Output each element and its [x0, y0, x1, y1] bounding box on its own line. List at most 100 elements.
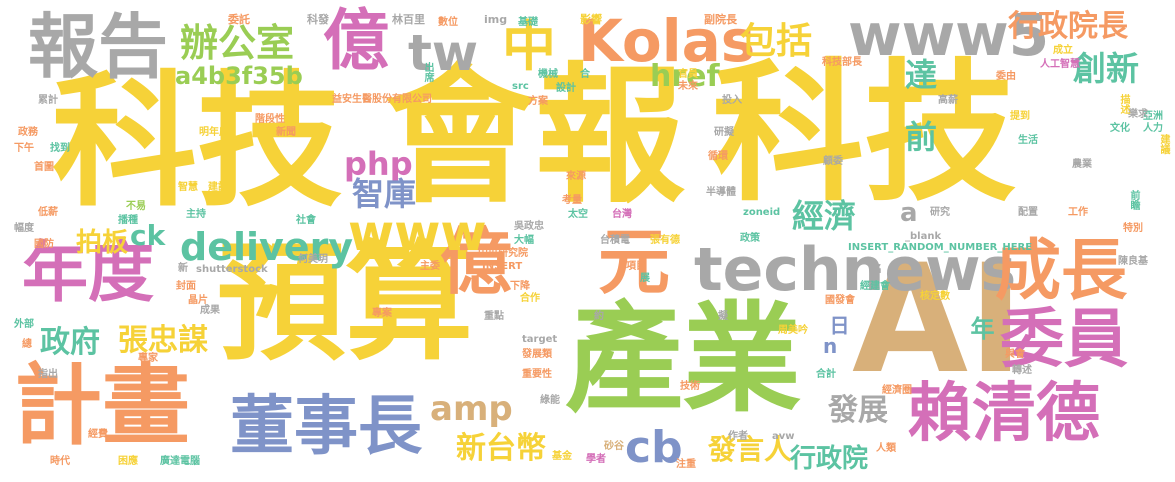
word-dongshizhang: 董事長	[230, 390, 422, 464]
word-zhuanan: 專案	[372, 308, 392, 319]
word-jingfei: 經費	[88, 429, 108, 440]
word-a: a	[900, 198, 918, 228]
word-target: target	[522, 334, 558, 345]
word-shoutu: 首圖	[34, 162, 54, 173]
word-laiyuan: 來源	[566, 171, 586, 182]
word-yanni: 研擬	[714, 127, 734, 138]
word-gaoxin: 高薪	[938, 95, 958, 106]
word-lvneng: 綠能	[540, 395, 560, 406]
word-gongzuo: 工作	[1068, 207, 1088, 218]
word-ming: 名	[872, 264, 882, 275]
word-yanjiu: 研究	[930, 207, 950, 218]
word-zhuwei: 主委	[420, 261, 440, 272]
word-guofang: 國防	[34, 239, 54, 250]
word-nongye: 農業	[1072, 159, 1092, 170]
word-xunhuan: 循環	[708, 151, 728, 162]
word-wenhua: 文化	[1110, 123, 1130, 134]
word-dixin: 低薪	[38, 207, 58, 218]
word-miaoshu: 描述	[1118, 94, 1129, 114]
word-rengongzhihui: 人工智慧	[1040, 59, 1080, 70]
word-ai: AI	[852, 233, 1024, 407]
word-fengmian: 封面	[176, 281, 196, 292]
word-leiji: 累計	[38, 95, 58, 106]
word-chengguo: 成果	[200, 305, 220, 316]
word-yi-2: 億	[440, 220, 513, 304]
word-jingji: 經濟	[792, 197, 857, 235]
word-chengli: 成立	[1053, 45, 1073, 56]
word-paiban: 拍板	[76, 228, 129, 258]
word-xinwen: 新聞	[276, 127, 296, 138]
word-chuxi: 出席	[422, 62, 433, 82]
word-dafu: 大幅	[514, 235, 534, 246]
word-kejibuzhang: 科技部長	[822, 57, 862, 68]
word-src: src	[512, 81, 529, 92]
word-zhaodao: 找到	[50, 143, 70, 154]
word-jishu: 技術	[680, 381, 700, 392]
word-xintaibi: 新台幣	[456, 431, 546, 466]
word-jingjiquan: 經濟圈	[882, 385, 912, 396]
word-bangongshi: 辦公室	[180, 21, 295, 65]
word-jingpian: 晶片	[188, 295, 208, 306]
word-chuangxin: 創新	[1073, 49, 1139, 88]
word-shutterstock: shutterstock	[196, 264, 268, 275]
word-sheji: 設計	[556, 83, 576, 94]
word-he: 合	[580, 69, 590, 80]
word-jijin: 基金	[552, 451, 572, 462]
word-zhihui: 智慧	[178, 182, 198, 193]
word-baogao: 報告	[28, 6, 168, 88]
word-php: php	[344, 145, 413, 183]
word-jingjianhui: 經建會	[860, 281, 890, 292]
word-shagu: 砂谷	[604, 441, 624, 452]
word-guanyuan: 官員	[678, 69, 698, 80]
word-hezuo: 合作	[520, 293, 540, 304]
word-zhuanshu: 轉述	[1012, 365, 1032, 376]
word-weilai: 未來	[678, 81, 698, 92]
word-fangan: 方案	[528, 96, 548, 107]
word-nian: 年	[966, 316, 994, 340]
word-bozhong: 播種	[118, 215, 138, 226]
word-ni: 擬	[718, 311, 728, 322]
word-xingzhengyuan: 行政院	[790, 444, 869, 474]
word-waibu: 外部	[14, 319, 34, 330]
word-touru: 投入	[722, 95, 742, 106]
word-hemeiyue: 何美玥	[298, 254, 328, 265]
word-zuozhe: 作者	[728, 431, 748, 442]
word-yi: 億	[323, 2, 389, 79]
word-zoneid: zoneid	[743, 207, 781, 218]
word-jianyi: 建議	[1158, 134, 1169, 154]
word-kaoliang: 考量	[562, 195, 582, 206]
word-qian: 前	[900, 120, 938, 152]
word-guofahui: 國發會	[825, 295, 855, 306]
word-fazhan: 發展	[828, 393, 888, 428]
word-da: 達	[900, 58, 938, 90]
word-xiawu: 下午	[14, 143, 34, 154]
word-weituo: 委託	[228, 13, 250, 26]
word-renlei: 人類	[876, 443, 896, 454]
word-xiangmu: 項目	[626, 261, 646, 272]
word-niandu: 年度	[22, 234, 154, 311]
word-weiyou: 委由	[996, 71, 1016, 82]
word-blank: _blank	[905, 231, 942, 242]
word-wuzhengzhong: 吳政忠	[514, 221, 544, 232]
word-chengzhang: 成長	[995, 232, 1127, 309]
word-img: img	[484, 13, 508, 26]
word-tebie: 特別	[1123, 223, 1143, 234]
word-href: href	[650, 59, 720, 94]
word-keji-1: 科技	[52, 58, 342, 227]
word-zhichu: 指出	[38, 369, 58, 380]
word-qianzhan: 前瞻	[1128, 190, 1139, 210]
word-insert: INSERT	[482, 261, 523, 272]
word-avw: avw	[772, 431, 795, 442]
word-jieduanxing: 階段性	[255, 114, 285, 125]
word-yuan: 元	[598, 220, 671, 304]
word-zhengce: 政策	[740, 233, 760, 244]
word-jihua: 計畫	[14, 354, 191, 457]
word-baokuo: 包括	[740, 21, 813, 62]
word-zhoumeiyin: 周美吟	[778, 325, 808, 336]
word-jianshe: 建設	[208, 182, 228, 193]
word-shehui: 社會	[296, 215, 316, 226]
word-renli: 人力	[1143, 123, 1163, 134]
word-mingniandu: 明年度	[199, 127, 229, 138]
word-xuezhe: 學者	[586, 454, 606, 465]
